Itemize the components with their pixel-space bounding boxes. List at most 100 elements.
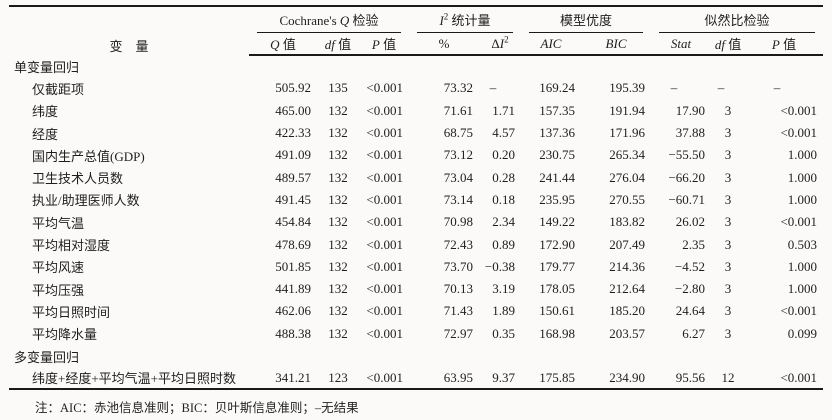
cell-aic: 175.85	[521, 367, 582, 391]
group-header-label: Cochrane's Q 检验	[257, 10, 401, 33]
cell-bic: 203.57	[609, 325, 646, 341]
cell-p-value-lrt: 1.000	[787, 169, 818, 185]
cell-delta-i2: 4.57	[492, 125, 516, 141]
cell-df-value-lrt: 3	[724, 258, 732, 274]
cell-q-value: 341.21	[249, 367, 317, 391]
section-row: 多变量回归	[9, 345, 823, 367]
cell-df-value: 123	[317, 367, 359, 391]
cell-bic: 183.82	[609, 214, 646, 230]
cell-i2-percent: 72.43	[443, 236, 473, 252]
col-header-aic: AIC	[521, 33, 582, 56]
cell-i2-percent: 73.32	[443, 80, 473, 96]
data-row: 仅截距项 505.92 135 <0.001 73.32–169.24 195.39– – –	[9, 77, 823, 99]
cell-stat: −4.52	[674, 258, 706, 274]
row-label: 经度	[32, 126, 59, 142]
table-body: 单变量回归 仅截距项 505.92 135 <0.001 73.32–169.24 195.…	[9, 55, 824, 391]
col-header-percent: %	[409, 33, 479, 56]
cell-p-value-lrt: 1.000	[787, 258, 818, 274]
col-header-bic: BIC	[581, 33, 652, 56]
cell-p-value-lrt: 0.503	[787, 236, 818, 252]
cell-df-value-lrt: –	[717, 80, 725, 96]
cell-df-value-lrt: 3	[724, 281, 732, 297]
col-header-p-value-lrt: P 值	[745, 33, 824, 56]
cell-bic: 191.94	[609, 102, 646, 118]
cell-aic: 172.90	[539, 236, 576, 252]
cell-aic: 157.35	[539, 102, 576, 118]
cell-p-value: <0.001	[366, 236, 403, 252]
cell-p-value-lrt: 1.000	[787, 147, 818, 163]
cell-i2-percent: 73.14	[443, 191, 473, 207]
cell-delta-i2: 0.18	[492, 191, 516, 207]
row-label: 平均日照时间	[32, 304, 111, 320]
cell-q-value: 501.85	[275, 258, 311, 274]
cell-stat: 17.90	[675, 102, 706, 118]
cell-p-value: <0.001	[366, 303, 403, 319]
cell-df-value-lrt: 3	[724, 169, 732, 185]
cell-df-value: 132	[328, 125, 348, 141]
cell-aic: 235.95	[539, 191, 576, 207]
cell-p-value-lrt: <0.001	[780, 102, 818, 118]
cell-df-value-lrt: 3	[724, 102, 732, 118]
cell-df-value: 132	[328, 191, 348, 207]
header-sub-row: Q 值 df 值 P 值 % ΔI2 AIC BIC Stat df 值 P 值	[9, 33, 824, 56]
cell-delta-i2: 2.34	[492, 214, 516, 230]
cell-p-value: <0.001	[366, 80, 403, 96]
col-header-df-value-lrt: df 值	[711, 33, 746, 56]
cell-p-value: <0.001	[366, 147, 403, 163]
cell-p-value: <0.001	[366, 325, 403, 341]
cell-stat: 2.35	[682, 236, 706, 252]
cell-i2-percent: 73.12	[443, 147, 473, 163]
cell-delta-i2: 1.89	[492, 303, 516, 319]
cell-stat: 95.56	[651, 367, 712, 391]
cell-q-value: 505.92	[275, 80, 311, 96]
cell-p-value: <0.001	[366, 125, 403, 141]
cell-df-value: 132	[328, 325, 348, 341]
cell-df-value: 132	[328, 281, 348, 297]
cell-i2-percent: 72.97	[443, 325, 473, 341]
cell-delta-i2: 0.89	[492, 236, 516, 252]
row-label: 平均风速	[32, 260, 85, 276]
col-header-variable: 变 量	[109, 39, 149, 54]
row-label: 平均相对湿度	[32, 238, 111, 254]
row-label: 卫生技术人员数	[32, 171, 124, 187]
col-header-delta-i2: ΔI2	[479, 33, 522, 56]
cell-df-value: 132	[328, 169, 348, 185]
row-label: 仅截距项	[32, 81, 85, 97]
cell-bic: 195.39	[609, 80, 646, 96]
cell-aic: 241.44	[539, 169, 576, 185]
section-row: 单变量回归	[9, 55, 823, 77]
cell-aic: 168.98	[539, 325, 576, 341]
cell-i2-percent: 73.70	[443, 258, 473, 274]
cell-q-value: 441.89	[275, 281, 311, 297]
cell-df-value: 132	[328, 102, 348, 118]
cell-p-value: <0.001	[366, 214, 403, 230]
cell-delta-i2: 0.28	[492, 169, 516, 185]
data-row: 平均气温 454.84 132 <0.001 70.98 2.34 149.22 183.82…	[9, 211, 823, 233]
cell-df-value: 132	[328, 303, 348, 319]
header-group-row: 变 量 Cochrane's Q 检验 I2 统计量 模型优度 似然比检验	[9, 6, 823, 54]
cell-aic: 169.24	[539, 80, 576, 96]
cell-q-value: 478.69	[275, 236, 311, 252]
cell-p-value-lrt: 0.099	[787, 325, 818, 341]
cell-p-value-lrt: <0.001	[780, 214, 818, 230]
cell-q-value: 491.45	[275, 191, 311, 207]
cell-df-value-lrt: 3	[724, 125, 732, 141]
data-row: 平均压强 441.89 132 <0.001 70.13 3.19 178.05 212.64…	[9, 278, 823, 300]
table-header: 变 量 Cochrane's Q 检验 I2 统计量 模型优度 似然比检验 Q …	[9, 6, 824, 56]
cell-stat: −66.20	[668, 169, 706, 185]
cell-delta-i2: 3.19	[492, 281, 516, 297]
data-row: 平均日照时间 462.06 132 <0.001 71.43 1.89 150.61 185.…	[9, 300, 823, 322]
cell-p-value-lrt: 1.000	[787, 281, 818, 297]
row-label: 平均气温	[32, 215, 85, 231]
data-row: 卫生技术人员数 489.57 132 <0.001 73.04 0.28 241.44 276…	[9, 166, 823, 188]
cell-stat: −60.71	[668, 191, 706, 207]
cell-q-value: 491.09	[275, 147, 311, 163]
cell-i2-percent: 70.98	[443, 214, 473, 230]
cell-i2-percent: 71.61	[443, 102, 473, 118]
group-header-label: 模型优度	[529, 10, 644, 33]
cell-p-value: <0.001	[366, 281, 403, 297]
cell-i2-percent: 70.13	[443, 281, 473, 297]
cell-aic: 149.22	[539, 214, 576, 230]
cell-df-value: 132	[328, 214, 348, 230]
cell-df-value-lrt: 3	[724, 236, 732, 252]
